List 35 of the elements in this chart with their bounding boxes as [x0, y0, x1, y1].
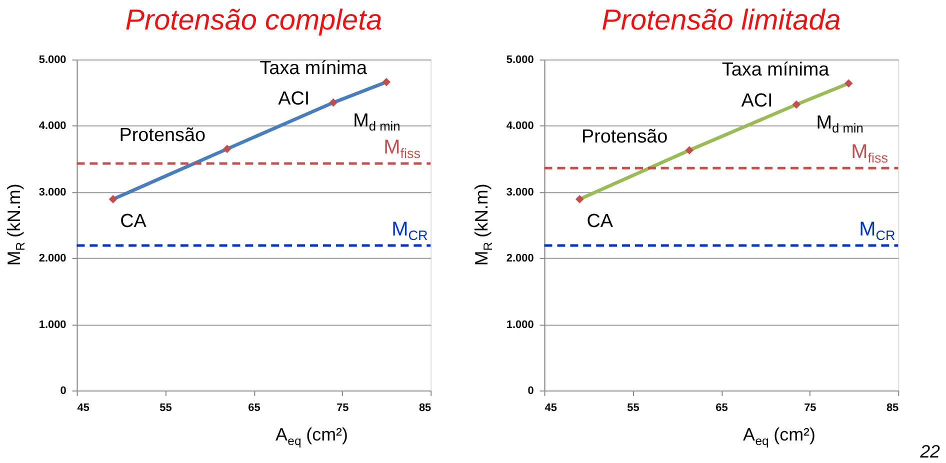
x-tick-label: 65 — [716, 402, 728, 414]
annotation: CA — [586, 211, 614, 232]
x-tick-label: 75 — [804, 402, 816, 414]
chart-title: Protensão limitada — [602, 4, 841, 37]
y-tick-label: 2.000 — [38, 252, 66, 265]
y-axis-title: MR (kN.m) — [4, 184, 28, 266]
x-tick-label: 55 — [160, 402, 172, 414]
y-tick-label: 5.000 — [38, 54, 66, 66]
y-tick-label: 2.000 — [506, 252, 534, 265]
y-tick-label: 5.000 — [506, 54, 534, 66]
x-tick-label: 85 — [886, 402, 899, 414]
y-tick-label: 0 — [60, 384, 66, 397]
annotation: CA — [120, 211, 147, 232]
chart-title: Protensão completa — [125, 4, 382, 37]
y-tick-label: 4.000 — [38, 120, 66, 132]
y-axis-title: MR (kN.m) — [471, 184, 496, 266]
annotation: Taxa mínima — [722, 59, 830, 80]
annotation: Protensão — [119, 124, 206, 146]
x-tick-label: 45 — [77, 402, 90, 414]
x-tick-label: 75 — [336, 402, 349, 414]
y-tick-label: 4.000 — [506, 120, 534, 132]
x-tick-label: 65 — [248, 402, 260, 414]
y-tick-label: 0 — [528, 384, 534, 397]
x-tick-label: 85 — [418, 402, 432, 414]
y-tick-label: 1.000 — [38, 318, 66, 331]
y-tick-label: 1.000 — [506, 318, 534, 331]
annotation: ACI — [278, 88, 310, 110]
annotation: ACI — [741, 90, 773, 112]
x-tick-label: 45 — [544, 402, 557, 414]
annotation: Protensão — [581, 126, 668, 148]
text: 22 — [919, 441, 940, 462]
y-tick-label: 3.000 — [38, 186, 66, 198]
x-tick-label: 55 — [627, 402, 640, 414]
y-tick-label: 3.000 — [506, 186, 534, 198]
annotation: Taxa mínima — [260, 58, 368, 80]
